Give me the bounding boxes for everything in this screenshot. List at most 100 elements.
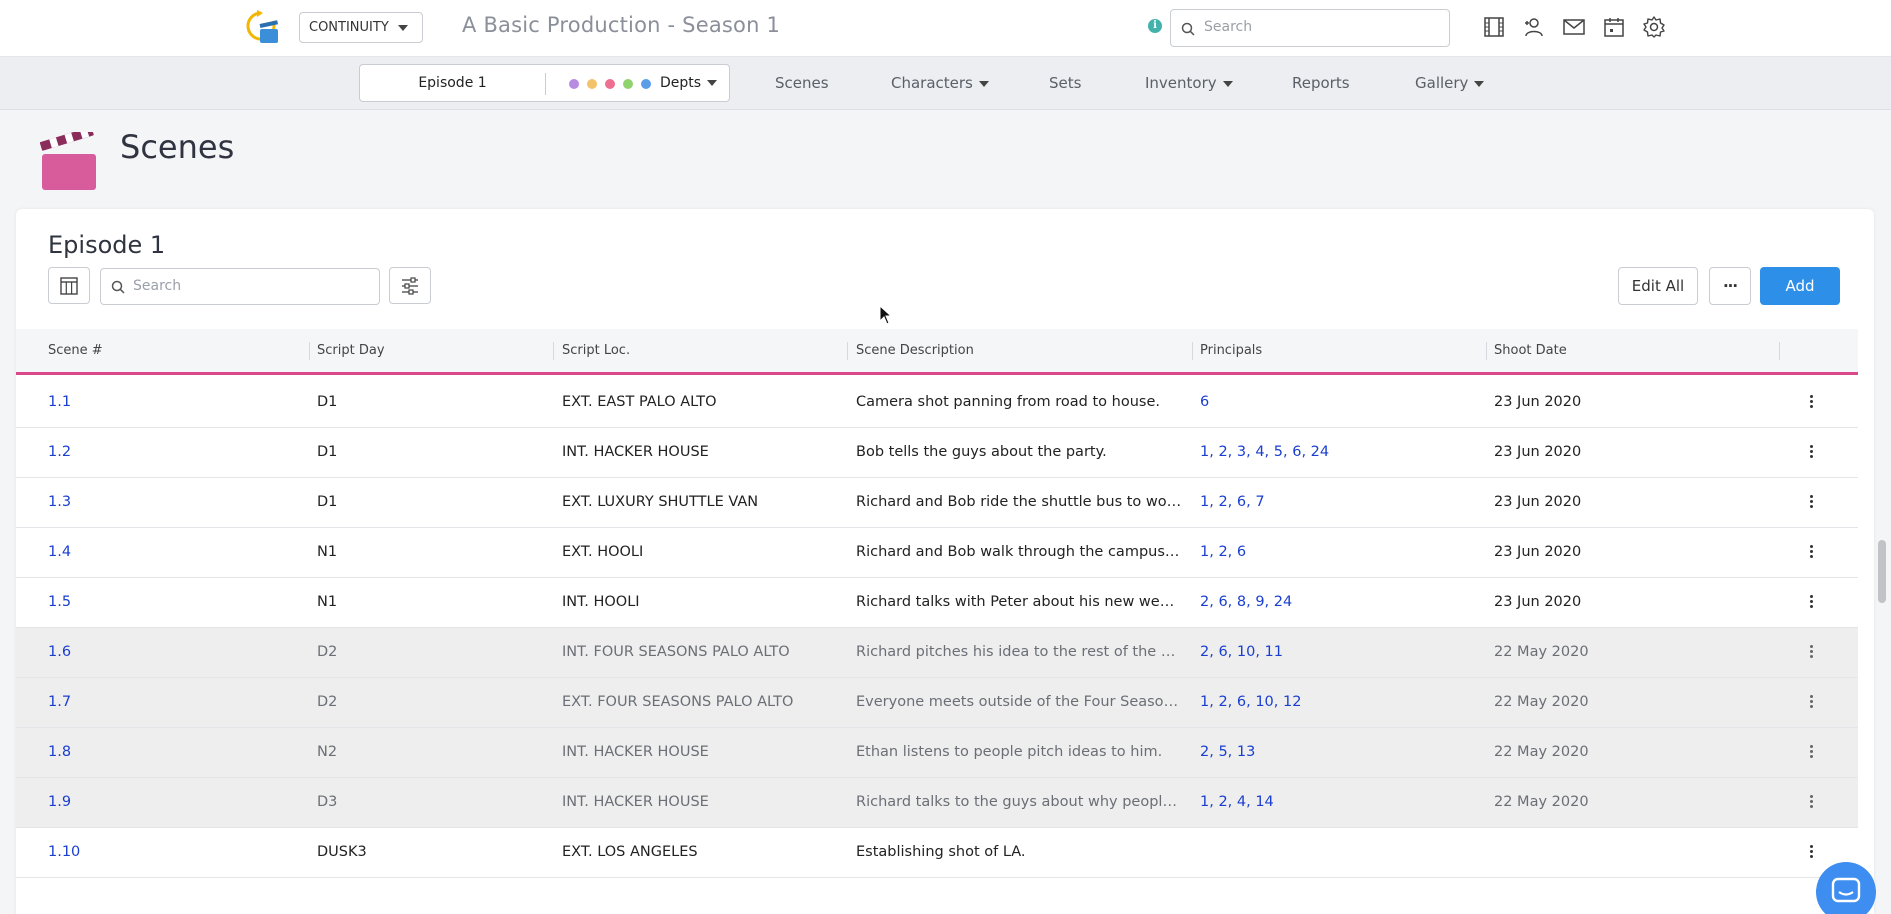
column-divider[interactable]: [309, 342, 310, 360]
scenes-card: Episode 1 Edit All ··· Add Scene # Scrip…: [16, 209, 1886, 914]
table-row[interactable]: 1.7 D2 EXT. FOUR SEASONS PALO ALTO Everyone…: [16, 678, 1858, 728]
chevron-down-icon: [978, 80, 989, 87]
nav-reports[interactable]: Reports: [1292, 74, 1350, 92]
table-row[interactable]: 1.1 D1 EXT. EAST PALO ALTO Camera shot pann…: [16, 378, 1858, 428]
principals-cell[interactable]: [1200, 828, 1480, 877]
table-row[interactable]: 1.5 N1 INT. HOOLI Richard talks with Peter …: [16, 578, 1858, 628]
table-row[interactable]: 1.10 DUSK3 EXT. LOS ANGELES Establishing sh…: [16, 828, 1858, 878]
row-menu-icon[interactable]: [1810, 445, 1814, 461]
nav-inventory[interactable]: Inventory: [1145, 74, 1233, 92]
scene-number-link[interactable]: 1.2: [48, 444, 72, 460]
row-menu-icon[interactable]: [1810, 495, 1814, 511]
script-day-cell: N1: [317, 544, 338, 560]
row-menu-icon[interactable]: [1810, 545, 1814, 561]
calendar-icon[interactable]: [1602, 15, 1626, 39]
scene-description-cell: Richard talks to the guys about why peop…: [856, 794, 1182, 810]
more-options-button[interactable]: ···: [1709, 267, 1751, 305]
shoot-date-cell: 22 May 2020: [1494, 644, 1589, 660]
global-search-input[interactable]: [1204, 19, 1439, 35]
principals-cell[interactable]: 2, 5, 13: [1200, 744, 1256, 760]
depts-dropdown[interactable]: Depts: [660, 75, 718, 91]
principals-cell[interactable]: 1, 2, 3, 4, 5, 6, 24: [1200, 444, 1330, 460]
scene-number-link[interactable]: 1.4: [48, 544, 72, 560]
script-location-cell: INT. FOUR SEASONS PALO ALTO: [562, 644, 790, 660]
filter-button[interactable]: [389, 267, 431, 304]
scene-description-cell: Everyone meets outside of the Four Seaso…: [856, 694, 1182, 710]
nav-inventory-label: Inventory: [1145, 74, 1217, 92]
divider: [545, 73, 546, 95]
scene-number-link[interactable]: 1.3: [48, 494, 72, 510]
table-row[interactable]: 1.3 D1 EXT. LUXURY SHUTTLE VAN Richard and …: [16, 478, 1858, 528]
scene-description-cell: Establishing shot of LA.: [856, 844, 1026, 860]
column-header-principals[interactable]: Principals: [1200, 343, 1263, 358]
script-day-cell: D1: [317, 444, 338, 460]
gear-icon[interactable]: [1642, 15, 1666, 39]
nav-sets[interactable]: Sets: [1049, 74, 1081, 92]
script-day-cell: D3: [317, 794, 338, 810]
table-scrollbar[interactable]: [1878, 540, 1886, 603]
scene-number-link[interactable]: 1.5: [48, 594, 72, 610]
table-row[interactable]: 1.6 D2 INT. FOUR SEASONS PALO ALTO Richard …: [16, 628, 1858, 678]
column-header-script-day[interactable]: Script Day: [317, 343, 385, 358]
nav-characters[interactable]: Characters: [891, 74, 989, 92]
edit-all-button[interactable]: Edit All: [1618, 267, 1698, 305]
column-header-scene-description[interactable]: Scene Description: [856, 343, 974, 358]
column-divider[interactable]: [847, 342, 848, 360]
row-menu-icon[interactable]: [1810, 595, 1814, 611]
script-location-cell: INT. HOOLI: [562, 594, 640, 610]
table-row[interactable]: 1.2 D1 INT. HACKER HOUSE Bob tells the guys…: [16, 428, 1858, 478]
scene-number-link[interactable]: 1.1: [48, 394, 72, 410]
row-menu-icon[interactable]: [1810, 645, 1814, 661]
script-day-cell: DUSK3: [317, 844, 367, 860]
principals-cell[interactable]: 2, 6, 8, 9, 24: [1200, 594, 1293, 610]
column-header-scene[interactable]: Scene #: [48, 343, 103, 358]
add-user-icon[interactable]: [1522, 15, 1546, 39]
info-icon[interactable]: i: [1148, 19, 1162, 33]
shoot-date-cell: [1494, 828, 1769, 877]
scene-number-link[interactable]: 1.9: [48, 794, 72, 810]
film-icon[interactable]: [1482, 15, 1506, 39]
column-toggle-button[interactable]: [48, 267, 90, 304]
table-row[interactable]: 1.9 D3 INT. HACKER HOUSE Richard talks to t…: [16, 778, 1858, 828]
column-header-script-loc[interactable]: Script Loc.: [562, 343, 631, 358]
row-menu-icon[interactable]: [1810, 795, 1814, 811]
principals-cell[interactable]: 1, 2, 6, 7: [1200, 494, 1265, 510]
table-row[interactable]: 1.8 N2 INT. HACKER HOUSE Ethan listens to p…: [16, 728, 1858, 778]
episode-select[interactable]: Episode 1: [418, 75, 487, 91]
table-row[interactable]: 1.4 N1 EXT. HOOLI Richard and Bob walk thro…: [16, 528, 1858, 578]
column-divider[interactable]: [1486, 342, 1487, 360]
column-divider[interactable]: [1192, 342, 1193, 360]
episode-switcher[interactable]: Episode 1 Depts: [359, 64, 730, 102]
scene-description-cell: Richard and Bob ride the shuttle bus to …: [856, 494, 1182, 510]
module-select[interactable]: CONTINUITY: [299, 12, 423, 43]
row-menu-icon[interactable]: [1810, 845, 1814, 861]
mail-icon[interactable]: [1562, 15, 1586, 39]
column-divider[interactable]: [1779, 342, 1780, 360]
row-menu-icon[interactable]: [1810, 695, 1814, 711]
scene-number-link[interactable]: 1.7: [48, 694, 72, 710]
scene-number-link[interactable]: 1.6: [48, 644, 72, 660]
principals-cell[interactable]: 2, 6, 10, 11: [1200, 644, 1284, 660]
scene-number-link[interactable]: 1.10: [48, 844, 81, 860]
global-search[interactable]: [1170, 9, 1450, 47]
principals-cell[interactable]: 1, 2, 6, 10, 12: [1200, 694, 1302, 710]
column-header-shoot-date[interactable]: Shoot Date: [1494, 343, 1567, 358]
app-logo-icon[interactable]: [242, 9, 280, 45]
chevron-down-icon: [707, 80, 718, 86]
row-menu-icon[interactable]: [1810, 745, 1814, 761]
add-scene-button[interactable]: Add: [1760, 267, 1840, 305]
script-location-cell: EXT. LUXURY SHUTTLE VAN: [562, 494, 759, 510]
table-search-input[interactable]: [133, 278, 368, 294]
principals-cell[interactable]: 1, 2, 6: [1200, 544, 1247, 560]
principals-cell[interactable]: 6: [1200, 394, 1210, 410]
nav-gallery[interactable]: Gallery: [1415, 74, 1485, 92]
search-icon: [1181, 22, 1195, 36]
chat-button[interactable]: [1816, 862, 1876, 914]
script-day-cell: D1: [317, 394, 338, 410]
principals-cell[interactable]: 1, 2, 4, 14: [1200, 794, 1274, 810]
column-divider[interactable]: [553, 342, 554, 360]
table-search[interactable]: [100, 268, 380, 305]
scene-number-link[interactable]: 1.8: [48, 744, 72, 760]
row-menu-icon[interactable]: [1810, 395, 1814, 411]
nav-scenes[interactable]: Scenes: [775, 74, 829, 92]
